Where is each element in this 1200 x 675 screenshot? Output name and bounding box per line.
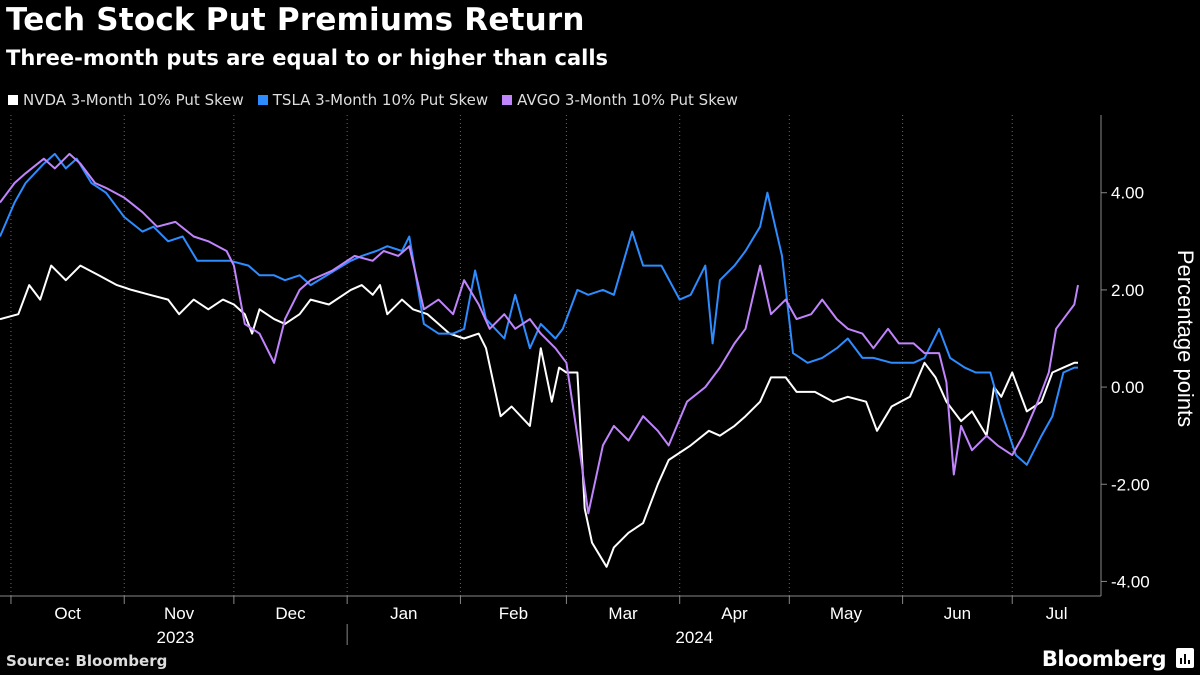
x-tick-label: Dec bbox=[275, 604, 306, 623]
y-tick-label: 2.00 bbox=[1111, 281, 1144, 300]
year-label: 2024 bbox=[675, 628, 713, 645]
y-tick-label: -2.00 bbox=[1111, 475, 1150, 494]
x-tick-label: Feb bbox=[499, 604, 528, 623]
x-tick-label: Mar bbox=[608, 604, 638, 623]
legend-item-avgo: AVGO 3-Month 10% Put Skew bbox=[502, 91, 738, 109]
x-tick-label: Jan bbox=[390, 604, 417, 623]
legend-swatch-avgo bbox=[502, 95, 513, 105]
x-tick-label: Jun bbox=[944, 604, 971, 623]
series-line-nvda bbox=[0, 264, 1078, 568]
legend-item-nvda: NVDA 3-Month 10% Put Skew bbox=[8, 91, 244, 109]
x-tick-label: Oct bbox=[54, 604, 81, 623]
x-tick-label: Jul bbox=[1046, 604, 1068, 623]
x-tick-label: Apr bbox=[721, 604, 748, 623]
chart-title: Tech Stock Put Premiums Return bbox=[6, 2, 585, 38]
legend-label-avgo: AVGO 3-Month 10% Put Skew bbox=[517, 91, 738, 109]
line-chart: 4.00 2.00 0.00 -2.00 -4.00 Percentage points O… bbox=[0, 115, 1198, 645]
chart-legend: NVDA 3-Month 10% Put Skew TSLA 3-Month 1… bbox=[8, 91, 738, 109]
legend-swatch-tsla bbox=[257, 95, 268, 105]
source-note: Source: Bloomberg bbox=[6, 652, 168, 670]
brand-wordmark: Bloomberg bbox=[1041, 647, 1167, 671]
legend-label-nvda: NVDA 3-Month 10% Put Skew bbox=[23, 91, 244, 109]
legend-swatch-nvda bbox=[8, 95, 18, 105]
y-tick-label: 0.00 bbox=[1111, 378, 1144, 397]
y-tick-label: -4.00 bbox=[1111, 572, 1150, 591]
series-line-avgo bbox=[0, 152, 1079, 515]
legend-item-tsla: TSLA 3-Month 10% Put Skew bbox=[257, 91, 489, 109]
legend-label-tsla: TSLA 3-Month 10% Put Skew bbox=[272, 91, 489, 109]
year-label: 2023 bbox=[156, 628, 194, 645]
y-tick-label: 4.00 bbox=[1111, 184, 1144, 203]
x-tick-label: May bbox=[830, 604, 863, 623]
x-tick-label: Nov bbox=[164, 604, 195, 623]
chart-subtitle: Three-month puts are equal to or higher … bbox=[6, 46, 609, 70]
series-line-tsla bbox=[0, 152, 1078, 466]
bloomberg-terminal-icon bbox=[1176, 648, 1194, 668]
y-axis-title: Percentage points bbox=[1173, 250, 1198, 427]
